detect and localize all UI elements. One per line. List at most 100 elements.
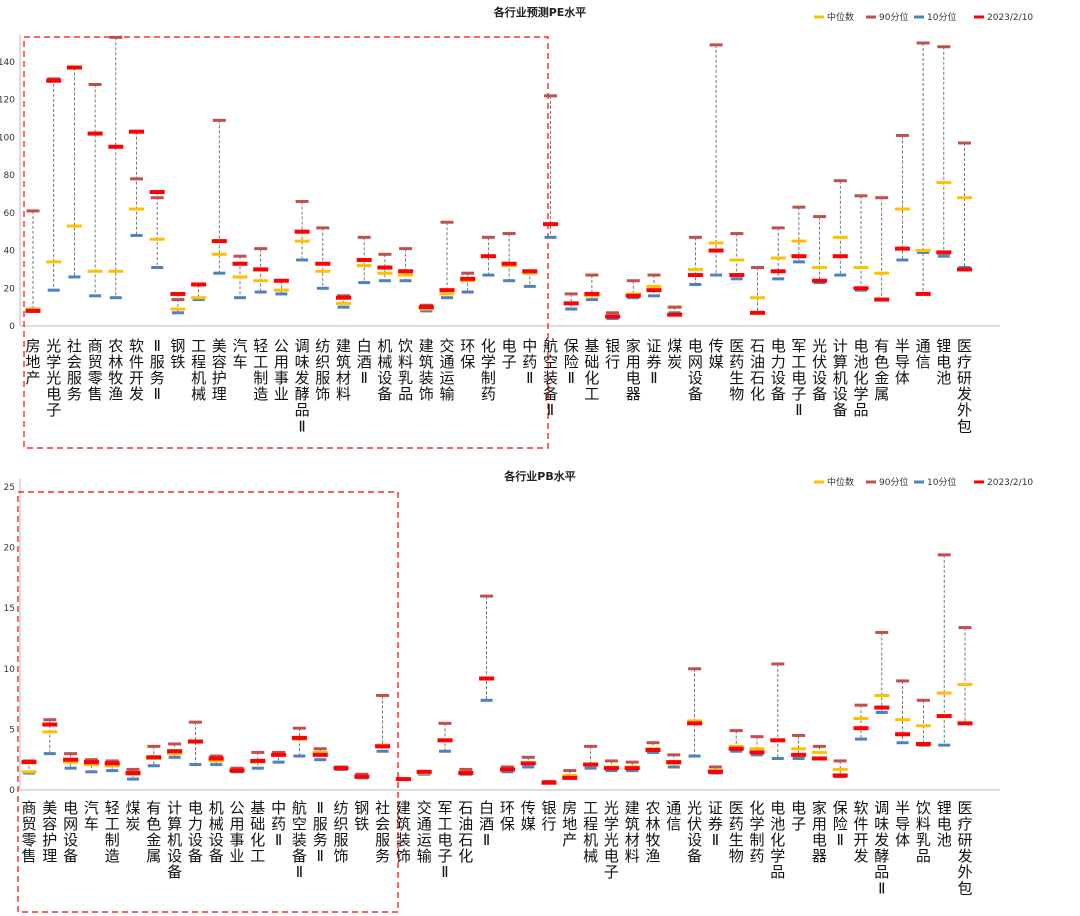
p10-marker (688, 754, 701, 758)
p90-marker (584, 744, 598, 748)
median-marker (149, 237, 165, 241)
category-label: 机械设备 (209, 799, 224, 865)
p90-marker (88, 83, 102, 87)
median-marker (791, 747, 807, 751)
p90-marker (459, 767, 473, 771)
p90-marker (481, 235, 495, 239)
category-label: 农林牧渔 (108, 337, 123, 403)
median-marker (874, 693, 890, 697)
p90-marker (355, 772, 369, 776)
median-marker (21, 770, 37, 774)
current-marker (624, 766, 640, 771)
current-marker (271, 752, 287, 757)
current-marker (25, 308, 41, 313)
y-tick-label: 10 (4, 665, 16, 675)
category-label: 中药 Ⅱ (522, 337, 537, 387)
current-marker (315, 261, 331, 266)
legend-label: 10分位 (927, 11, 956, 23)
p10-marker (168, 755, 181, 759)
p90-marker (295, 199, 309, 203)
category-label: 房地产 (25, 337, 40, 387)
current-marker (398, 269, 414, 274)
legend-label: 2023/2/10 (987, 478, 1033, 488)
current-marker (583, 762, 599, 767)
category-label: 电力设备 (188, 799, 203, 865)
current-marker (667, 312, 683, 317)
y-tick-label: 20 (4, 544, 16, 554)
category-label: 软件开发 (129, 337, 144, 403)
p10-marker (68, 275, 81, 279)
current-marker (874, 297, 890, 302)
current-marker (460, 276, 476, 281)
p90-marker (130, 177, 143, 181)
y-tick-label: 60 (4, 209, 16, 219)
p90-marker (792, 205, 806, 209)
p10-marker (896, 258, 909, 262)
category-label: 医疗研发外包 (957, 337, 972, 435)
median-marker (167, 752, 183, 756)
current-marker (687, 273, 703, 278)
p10-marker (585, 298, 598, 302)
current-marker (895, 732, 911, 737)
p10-marker (792, 756, 805, 760)
category-label: 建筑材料 (336, 337, 351, 403)
category-label: 煤炭 (125, 799, 140, 833)
current-marker (543, 222, 558, 227)
median-marker (191, 296, 207, 300)
current-marker (791, 752, 807, 757)
current-marker (149, 190, 165, 195)
current-marker (936, 714, 952, 719)
p10-marker (296, 258, 309, 262)
current-marker (728, 746, 744, 751)
p90-marker (958, 141, 971, 145)
median-marker (208, 759, 224, 763)
p10-marker (689, 282, 702, 286)
category-label: 有色金属 (146, 799, 161, 865)
p90-marker (875, 630, 889, 634)
current-marker (915, 291, 931, 296)
category-label: 建筑装饰 (396, 799, 411, 865)
p90-marker (168, 742, 182, 746)
category-label: 银行 (541, 799, 556, 833)
p90-marker (833, 759, 847, 763)
median-marker (957, 196, 972, 200)
p10-marker (337, 305, 350, 309)
category-label: 白酒 Ⅱ (357, 337, 372, 387)
current-marker (46, 78, 62, 83)
current-marker (129, 129, 144, 134)
y-tick-label: 80 (4, 171, 16, 181)
pe-chart: 各行业预测PE水平 中位数 90分位 10分位 2023/2/10 0 20 40 60 80 10… (0, 5, 1033, 449)
p90-marker (729, 729, 743, 733)
category-label: 通信 (916, 337, 931, 371)
median-marker (853, 716, 869, 720)
p90-marker (480, 594, 494, 598)
current-marker (83, 760, 99, 765)
current-marker (191, 282, 207, 287)
category-label: 计算机设备 (833, 337, 848, 419)
p10-marker (544, 235, 557, 239)
current-marker (418, 305, 434, 310)
category-label: 医药生物 (729, 337, 744, 403)
median-marker (832, 235, 848, 239)
p90-marker (544, 94, 557, 98)
p10-marker (730, 749, 743, 753)
current-marker (354, 774, 370, 779)
current-marker (605, 314, 621, 319)
median-marker (398, 273, 414, 277)
current-marker (146, 755, 162, 760)
current-marker (501, 261, 517, 266)
current-marker (770, 738, 786, 743)
current-marker (957, 721, 973, 726)
category-label: Ⅱ 服务 Ⅱ (313, 799, 328, 865)
current-marker (170, 291, 186, 296)
p90-marker (668, 305, 682, 309)
p10-marker (106, 769, 119, 773)
p90-marker (26, 209, 40, 213)
category-label: 医药生物 (729, 799, 744, 865)
median-marker (273, 288, 289, 292)
category-label: 调味发酵品 Ⅱ (295, 337, 310, 435)
legend-label: 90分位 (879, 11, 908, 23)
category-label: 社会服务 (67, 337, 82, 403)
category-label: 房地产 (562, 799, 577, 849)
p10-marker (605, 769, 618, 773)
